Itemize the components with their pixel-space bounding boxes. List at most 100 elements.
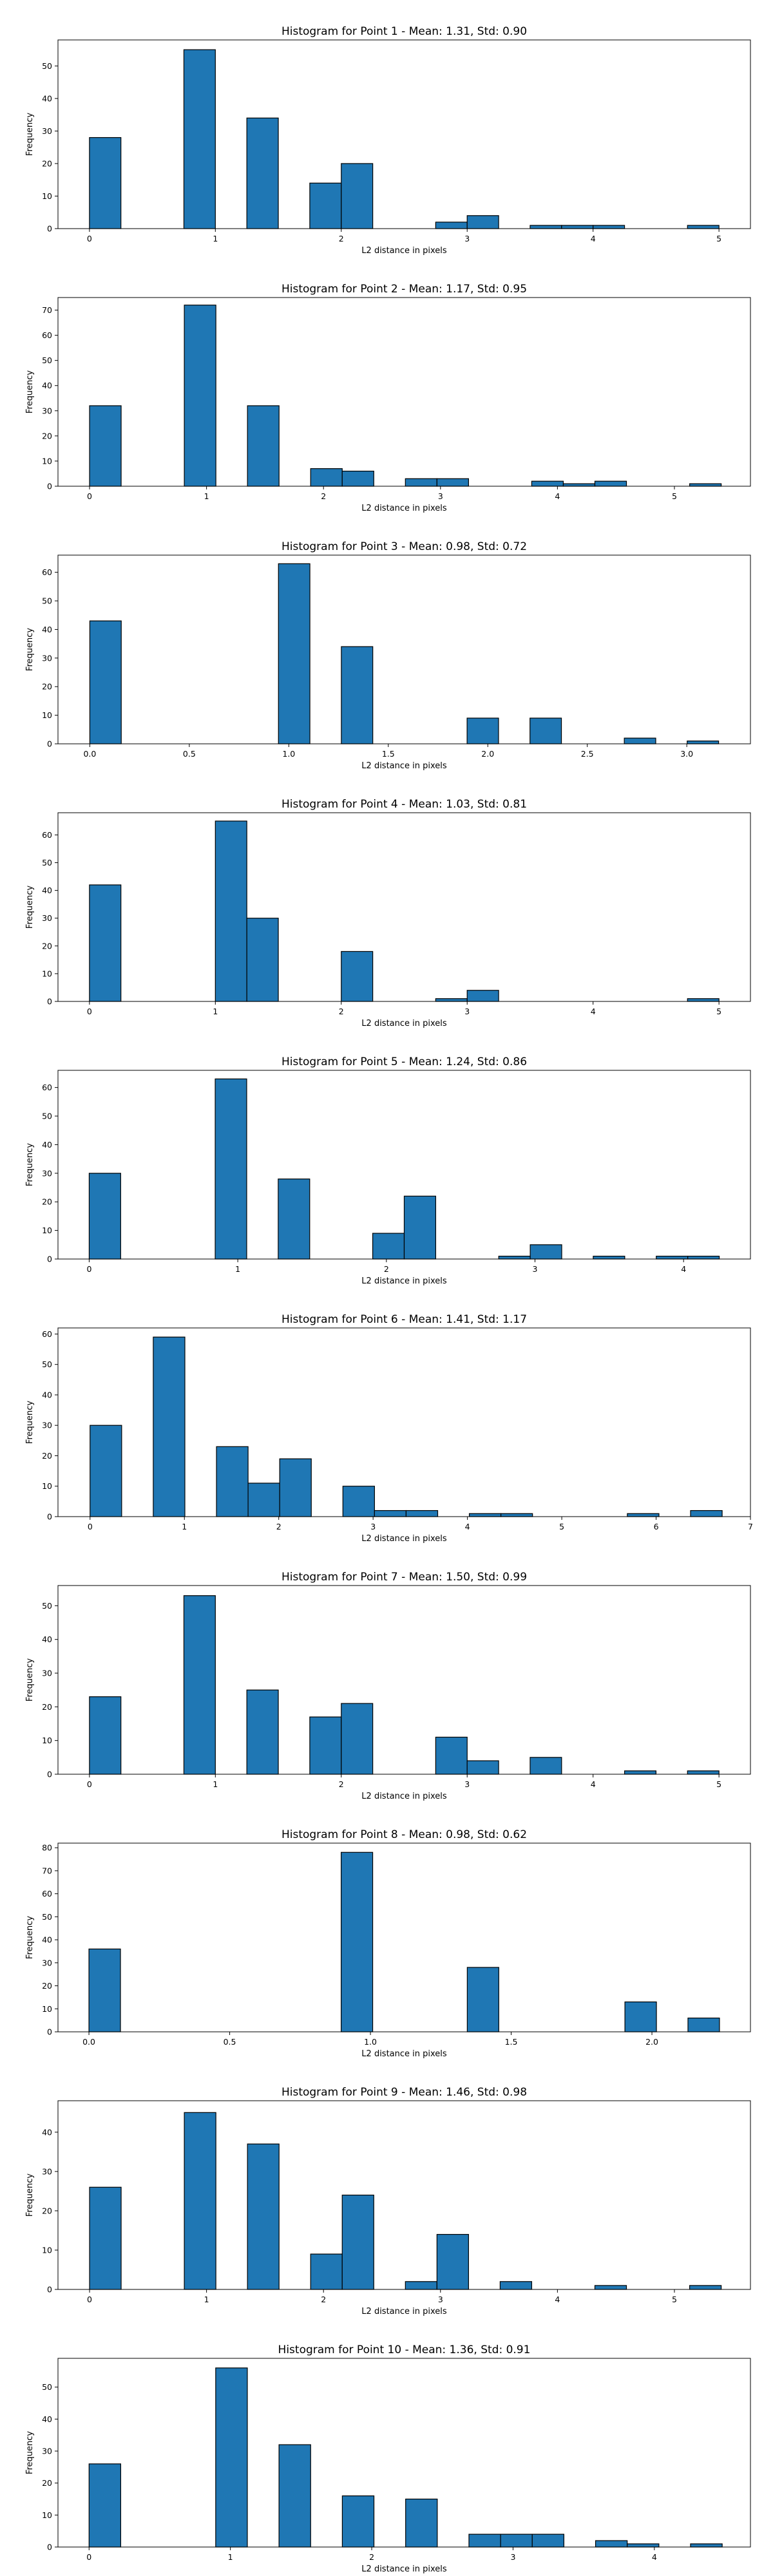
- y-tick-label: 30: [42, 1421, 52, 1430]
- histogram-bar: [89, 2186, 122, 2290]
- x-axis-label: L2 distance in pixels: [361, 2564, 447, 2574]
- y-tick-label: 40: [42, 886, 52, 895]
- histogram-chart-5: Histogram for Point 5 - Mean: 1.24, Std:…: [25, 1056, 751, 1286]
- x-tick-label: 4: [591, 1007, 596, 1016]
- x-tick-label: 3: [438, 2295, 443, 2304]
- y-tick-label: 80: [42, 1843, 52, 1853]
- y-axis-label: Frequency: [25, 886, 35, 929]
- y-tick-label: 40: [42, 1935, 52, 1945]
- y-tick-label: 20: [42, 1702, 52, 1712]
- x-tick-label: 2: [384, 1264, 389, 1274]
- histogram-chart-2: Histogram for Point 2 - Mean: 1.17, Std:…: [25, 283, 751, 513]
- histogram-bar: [593, 225, 625, 229]
- y-tick-label: 0: [47, 224, 52, 234]
- histogram-bar: [341, 1852, 374, 2032]
- x-tick-label: 1: [213, 234, 218, 243]
- histogram-bar: [500, 2533, 533, 2548]
- histogram-bar: [90, 1425, 122, 1517]
- x-tick-label: 3: [438, 491, 443, 501]
- histogram-bar: [687, 1770, 720, 1775]
- histogram-bar: [627, 1513, 660, 1517]
- x-tick-label: 1.5: [505, 2037, 518, 2047]
- y-tick-label: 0: [47, 2543, 52, 2552]
- histogram-bar: [88, 2463, 122, 2548]
- x-axis-label: L2 distance in pixels: [361, 2049, 447, 2059]
- x-tick-label: 4: [555, 2295, 560, 2304]
- plot-frame: [57, 297, 751, 487]
- histogram-bar: [624, 2001, 657, 2032]
- x-tick-label: 2.0: [645, 2037, 658, 2047]
- x-tick-label: 4: [652, 2552, 657, 2562]
- x-tick-label: 0: [87, 234, 92, 243]
- plot-frame: [57, 1070, 751, 1260]
- histogram-chart-8: Histogram for Point 8 - Mean: 0.98, Std:…: [25, 1828, 751, 2059]
- histogram-bar: [310, 2253, 343, 2290]
- x-tick-label: 0.5: [183, 749, 196, 759]
- histogram-bar: [690, 2543, 723, 2548]
- histogram-chart-9: Histogram for Point 9 - Mean: 1.46, Std:…: [25, 2086, 751, 2316]
- x-tick-label: 2: [276, 1522, 282, 1531]
- histogram-bar: [215, 1078, 247, 1260]
- y-tick-label: 70: [42, 305, 52, 315]
- x-tick-label: 1: [204, 2295, 209, 2304]
- y-axis-label: Frequency: [25, 1143, 35, 1186]
- histogram-bar: [89, 620, 122, 744]
- x-axis-label: L2 distance in pixels: [361, 246, 447, 256]
- histogram-bar: [468, 2533, 501, 2548]
- histogram-bar: [466, 990, 499, 1002]
- x-tick-label: 4: [591, 234, 596, 243]
- x-tick-label: 4: [555, 491, 560, 501]
- histogram-bar: [278, 2444, 311, 2548]
- histogram-bar: [153, 1336, 186, 1517]
- histogram-bar: [341, 163, 374, 229]
- y-axis-label: Frequency: [25, 1916, 35, 1959]
- chart-title: Histogram for Point 3 - Mean: 0.98, Std:…: [282, 540, 527, 553]
- histogram-bar: [435, 998, 468, 1002]
- y-tick-label: 20: [42, 1197, 52, 1207]
- y-tick-label: 70: [42, 1866, 52, 1875]
- histogram-bar: [215, 2367, 248, 2548]
- histogram-bar: [183, 49, 216, 229]
- y-tick-label: 0: [47, 2027, 52, 2037]
- y-tick-label: 10: [42, 2245, 52, 2255]
- histogram-bar: [88, 1948, 121, 2032]
- y-tick-label: 50: [42, 355, 52, 365]
- histogram-bar: [279, 1458, 312, 1517]
- y-tick-label: 50: [42, 1112, 52, 1121]
- x-tick-label: 4: [681, 1264, 686, 1274]
- histogram-bar: [656, 1255, 689, 1260]
- histogram-bar: [466, 1967, 499, 2032]
- histogram-bar: [215, 820, 247, 1002]
- histogram-bar: [184, 2112, 216, 2290]
- x-tick-label: 2.5: [581, 749, 594, 759]
- x-tick-label: 0: [87, 1779, 92, 1789]
- x-tick-label: 0: [86, 2552, 91, 2562]
- histogram-bar: [247, 1482, 280, 1517]
- x-axis-label: L2 distance in pixels: [361, 1276, 447, 1286]
- histogram-bar: [309, 1716, 342, 1775]
- histogram-bar: [689, 483, 722, 487]
- histogram-bar: [247, 2143, 280, 2290]
- histogram-bar: [216, 1446, 249, 1517]
- y-tick-label: 20: [42, 1451, 52, 1461]
- histogram-bar: [531, 480, 564, 487]
- y-tick-label: 60: [42, 1889, 52, 1899]
- x-tick-label: 0: [87, 1007, 92, 1016]
- y-tick-label: 50: [42, 596, 52, 606]
- x-tick-label: 0.5: [224, 2037, 236, 2047]
- histogram-bar: [689, 2285, 722, 2290]
- histogram-chart-1: Histogram for Point 1 - Mean: 1.31, Std:…: [25, 25, 751, 256]
- histogram-bar: [687, 1255, 720, 1260]
- y-axis-label: Frequency: [25, 2174, 35, 2217]
- y-tick-label: 0: [47, 482, 52, 491]
- histogram-chart-10: Histogram for Point 10 - Mean: 1.36, Std…: [25, 2344, 751, 2574]
- x-tick-label: 5: [716, 234, 721, 243]
- histogram-bar: [278, 563, 310, 744]
- y-tick-label: 30: [42, 2166, 52, 2176]
- histogram-bar: [341, 2194, 374, 2290]
- y-axis-label: Frequency: [25, 113, 35, 156]
- x-tick-label: 3: [533, 1264, 538, 1274]
- y-tick-label: 30: [42, 126, 52, 136]
- y-tick-label: 10: [42, 1481, 52, 1491]
- y-tick-label: 0: [47, 1512, 52, 1522]
